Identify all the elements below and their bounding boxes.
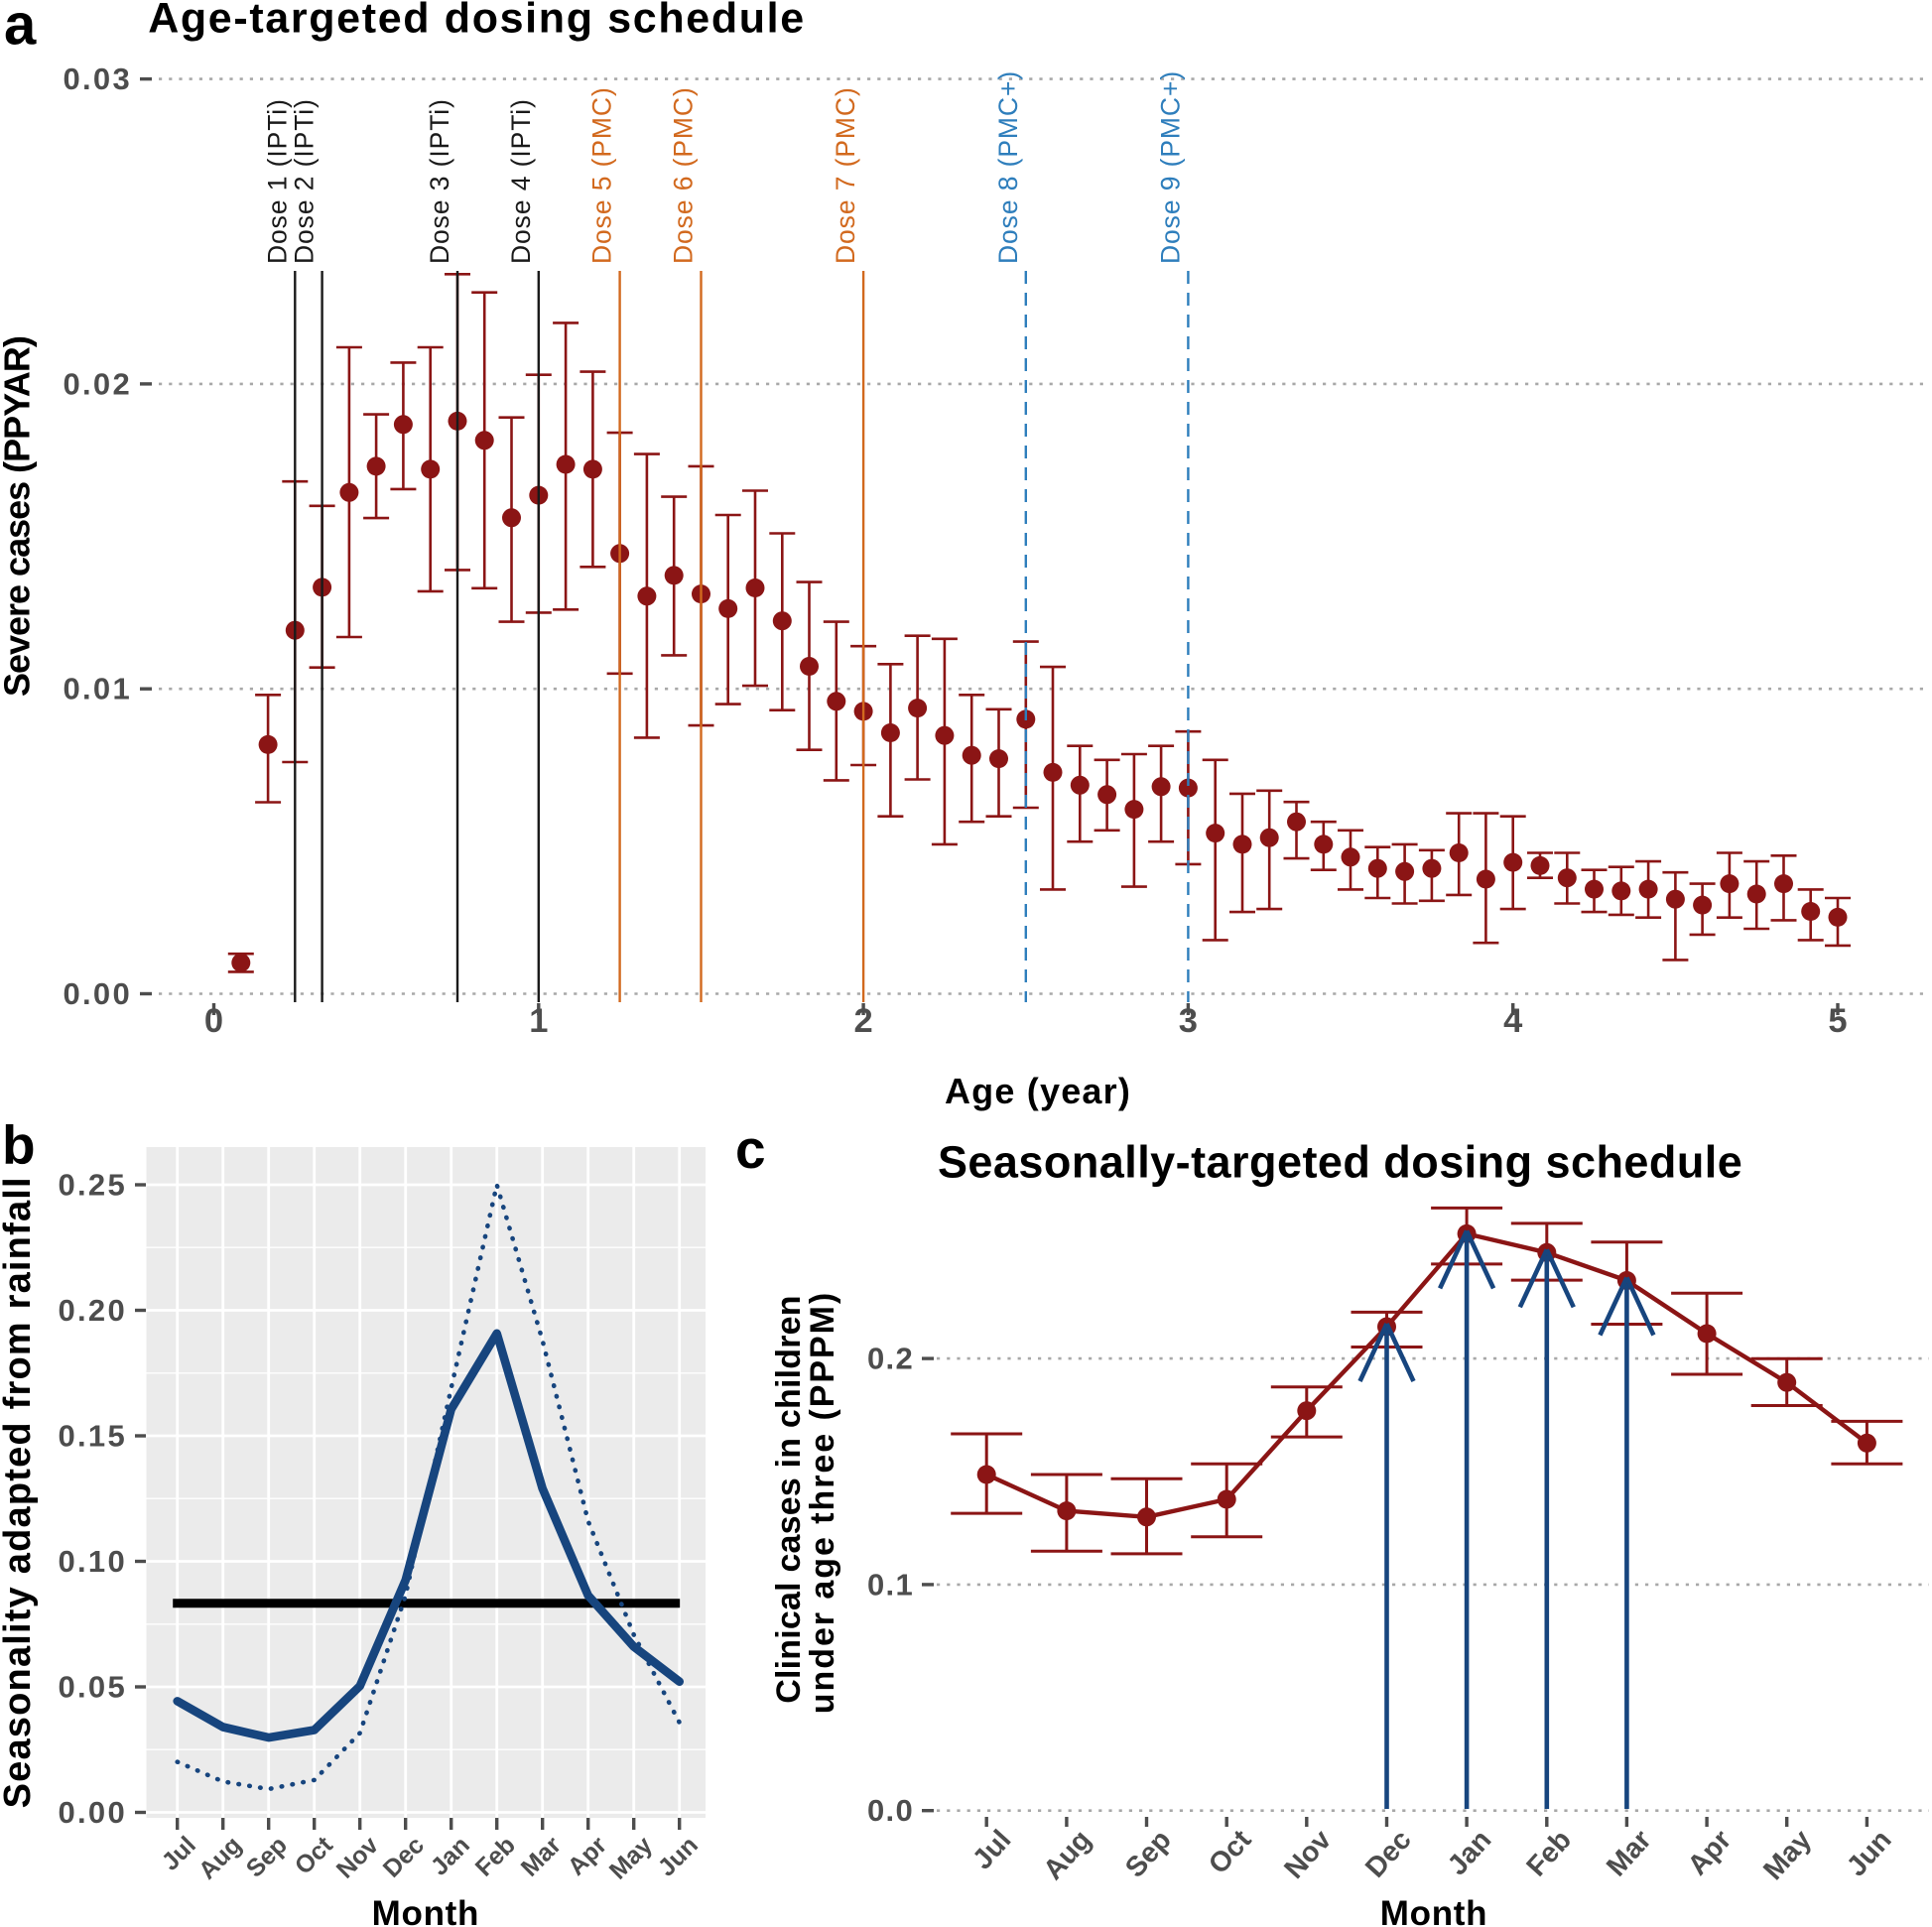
svg-text:0.0: 0.0 (867, 1793, 914, 1828)
svg-text:Dose 3 (IPTi): Dose 3 (IPTi) (425, 98, 454, 264)
svg-text:a: a (4, 0, 37, 58)
svg-text:Dose 6 (PMC): Dose 6 (PMC) (669, 86, 699, 264)
svg-text:2: 2 (854, 1002, 873, 1040)
svg-text:Clinical cases in children: Clinical cases in children (770, 1295, 808, 1703)
svg-text:5: 5 (1828, 1002, 1847, 1040)
svg-text:Dose 4 (IPTi): Dose 4 (IPTi) (506, 98, 536, 264)
svg-text:Dose 8 (PMC+): Dose 8 (PMC+) (993, 70, 1023, 264)
svg-text:0.01: 0.01 (63, 672, 132, 707)
svg-text:Seasonality adapted from rainf: Seasonality adapted from rainfall (0, 1176, 39, 1808)
svg-text:Severe cases (PPYAR): Severe cases (PPYAR) (0, 336, 38, 697)
svg-text:0.00: 0.00 (58, 1795, 127, 1830)
svg-text:Dose 9 (PMC+): Dose 9 (PMC+) (1155, 70, 1185, 264)
svg-text:c: c (735, 1118, 766, 1180)
svg-text:0: 0 (204, 1002, 223, 1040)
svg-text:0.05: 0.05 (58, 1670, 127, 1705)
svg-text:4: 4 (1503, 1002, 1522, 1040)
svg-text:Dose 2 (IPTi): Dose 2 (IPTi) (290, 98, 320, 264)
svg-text:0.20: 0.20 (58, 1293, 127, 1328)
svg-text:0.02: 0.02 (63, 366, 132, 401)
svg-text:Dose 7 (PMC): Dose 7 (PMC) (831, 86, 860, 264)
svg-text:Month: Month (372, 1894, 479, 1927)
svg-text:b: b (2, 1114, 36, 1176)
svg-text:0.25: 0.25 (58, 1168, 127, 1203)
svg-text:Dose 1 (IPTi): Dose 1 (IPTi) (262, 98, 292, 264)
svg-text:Age-targeted dosing schedule: Age-targeted dosing schedule (148, 0, 806, 43)
svg-text:0.2: 0.2 (867, 1342, 914, 1376)
svg-text:0.15: 0.15 (58, 1419, 127, 1454)
svg-text:0.1: 0.1 (867, 1567, 914, 1602)
svg-text:under age three (PPPM): under age three (PPPM) (804, 1291, 841, 1714)
svg-text:0.03: 0.03 (63, 62, 132, 96)
svg-text:3: 3 (1179, 1002, 1198, 1040)
svg-text:Dose 5 (PMC): Dose 5 (PMC) (587, 86, 617, 264)
svg-text:Age (year): Age (year) (945, 1071, 1131, 1111)
svg-text:1: 1 (529, 1002, 548, 1040)
svg-text:Seasonally-targeted dosing sch: Seasonally-targeted dosing schedule (938, 1136, 1742, 1187)
svg-text:0.00: 0.00 (63, 976, 132, 1011)
svg-text:0.10: 0.10 (58, 1544, 127, 1579)
svg-text:Month: Month (1380, 1894, 1487, 1927)
